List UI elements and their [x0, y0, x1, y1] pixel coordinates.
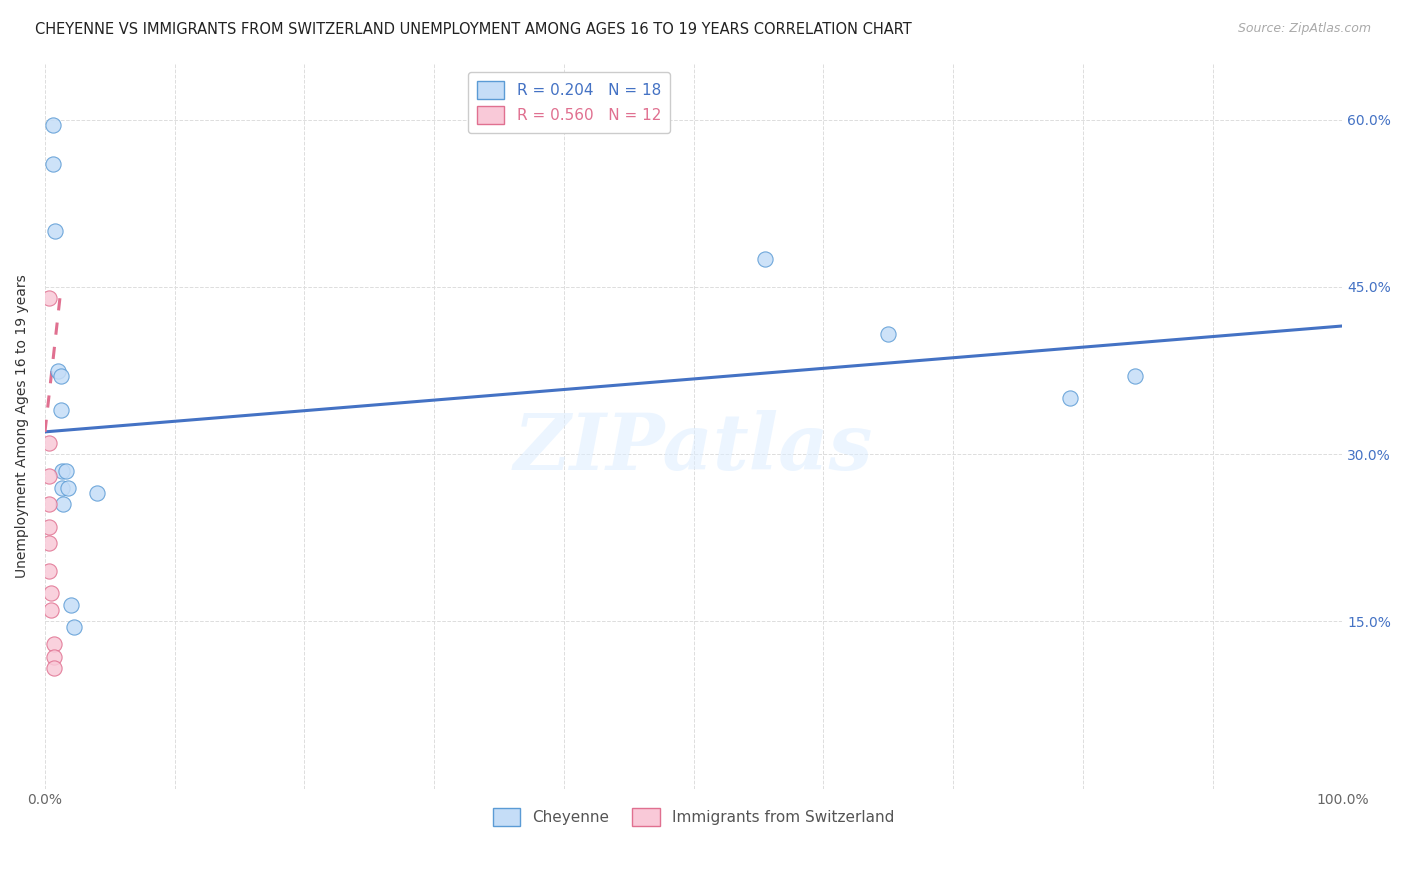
Point — [42, 650, 65, 665]
Point — [38, 536, 60, 550]
Point — [754, 252, 776, 266]
Text: ZIPatlas: ZIPatlas — [515, 409, 873, 486]
Point — [49, 402, 72, 417]
Point — [38, 519, 60, 533]
Text: Source: ZipAtlas.com: Source: ZipAtlas.com — [1237, 22, 1371, 36]
Point — [38, 469, 60, 483]
Point — [42, 637, 65, 651]
Point — [38, 497, 60, 511]
Point — [58, 481, 80, 495]
Point — [44, 224, 66, 238]
Point — [41, 603, 63, 617]
Point — [51, 464, 73, 478]
Point — [52, 497, 75, 511]
Y-axis label: Unemployment Among Ages 16 to 19 years: Unemployment Among Ages 16 to 19 years — [15, 275, 30, 578]
Legend: Cheyenne, Immigrants from Switzerland: Cheyenne, Immigrants from Switzerland — [484, 799, 904, 835]
Point — [86, 486, 108, 500]
Point — [38, 291, 60, 305]
Point — [51, 481, 73, 495]
Text: CHEYENNE VS IMMIGRANTS FROM SWITZERLAND UNEMPLOYMENT AMONG AGES 16 TO 19 YEARS C: CHEYENNE VS IMMIGRANTS FROM SWITZERLAND … — [35, 22, 912, 37]
Point — [38, 564, 60, 578]
Point — [41, 586, 63, 600]
Point — [59, 598, 82, 612]
Point — [62, 620, 84, 634]
Point — [42, 119, 65, 133]
Point — [55, 464, 77, 478]
Point — [42, 157, 65, 171]
Point — [49, 369, 72, 384]
Point — [877, 326, 900, 341]
Point — [46, 363, 69, 377]
Point — [42, 661, 65, 675]
Point — [1059, 392, 1081, 406]
Point — [38, 436, 60, 450]
Point — [1123, 369, 1146, 384]
